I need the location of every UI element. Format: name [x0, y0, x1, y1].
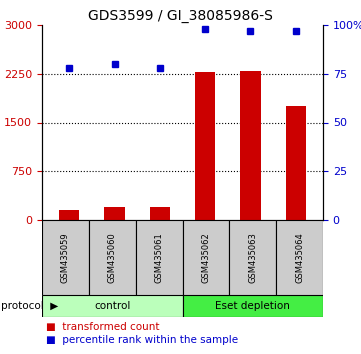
Bar — [183, 220, 229, 295]
Bar — [195, 73, 216, 220]
Text: protocol  ▶: protocol ▶ — [1, 301, 58, 311]
Text: ■  percentile rank within the sample: ■ percentile rank within the sample — [45, 335, 238, 345]
Bar — [286, 105, 306, 220]
Bar — [42, 295, 183, 317]
Text: GSM435063: GSM435063 — [248, 232, 257, 283]
Text: Eset depletion: Eset depletion — [215, 301, 290, 311]
Bar — [42, 220, 89, 295]
Text: control: control — [94, 301, 130, 311]
Bar — [183, 295, 323, 317]
Bar — [240, 71, 261, 220]
Bar — [104, 207, 125, 220]
Bar — [229, 220, 276, 295]
Text: GSM435061: GSM435061 — [155, 232, 164, 283]
Text: GSM435059: GSM435059 — [61, 232, 70, 283]
Bar — [89, 220, 136, 295]
Bar — [136, 220, 183, 295]
Bar — [59, 210, 79, 220]
Text: GSM435060: GSM435060 — [108, 232, 117, 283]
Text: ■  transformed count: ■ transformed count — [45, 322, 159, 332]
Text: GDS3599 / GI_38085986-S: GDS3599 / GI_38085986-S — [88, 9, 273, 23]
Bar — [276, 220, 323, 295]
Text: GSM435062: GSM435062 — [201, 232, 210, 283]
Bar — [150, 207, 170, 220]
Text: GSM435064: GSM435064 — [295, 232, 304, 283]
